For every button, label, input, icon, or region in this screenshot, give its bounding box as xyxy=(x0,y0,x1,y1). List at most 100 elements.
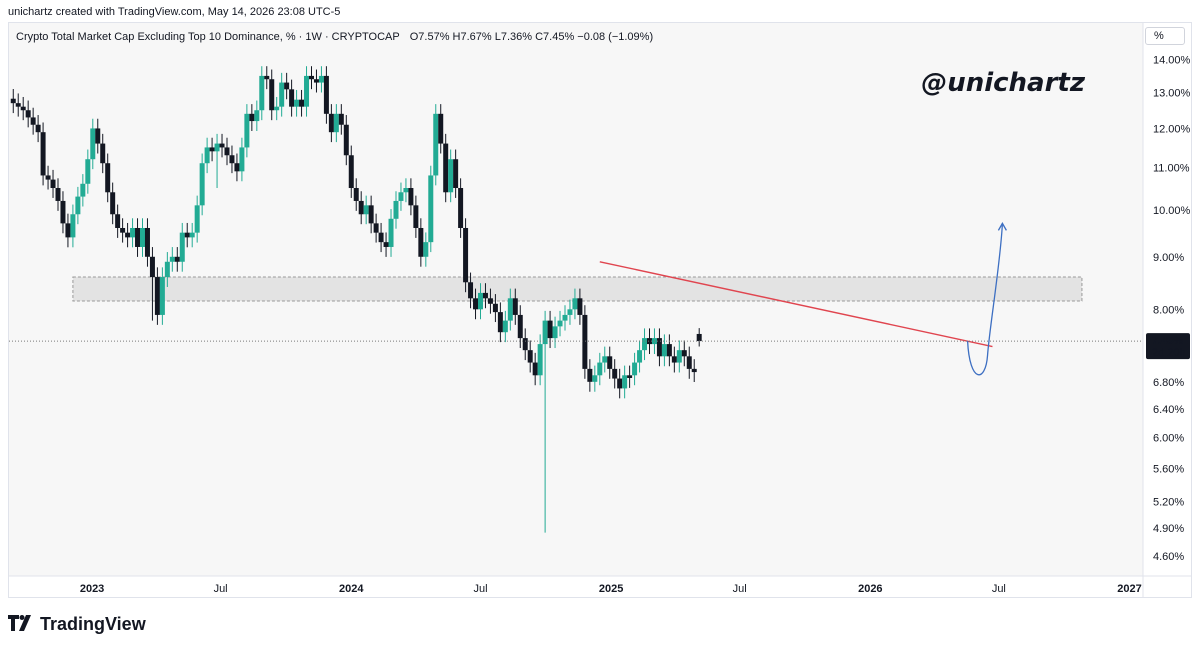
candle-body xyxy=(125,232,131,238)
candle-body xyxy=(403,188,409,193)
candle-body xyxy=(289,89,295,107)
price-axis-label: 9.00% xyxy=(1153,252,1184,264)
candle-body xyxy=(433,113,439,176)
time-axis-label: 2027 xyxy=(1117,583,1141,595)
ohlc-values: O7.57% H7.67% L7.36% C7.45% −0.08 (−1.09… xyxy=(410,31,653,43)
candle-body xyxy=(512,298,518,315)
candle-body xyxy=(353,188,359,201)
candle-body xyxy=(70,214,76,238)
candle-body xyxy=(169,256,175,262)
candlestick-series xyxy=(10,66,702,533)
symbol-description: Crypto Total Market Cap Excluding Top 10… xyxy=(16,31,400,43)
chart-attribution: unichartz created with TradingView.com, … xyxy=(8,6,341,18)
candle-body xyxy=(95,128,101,144)
candle-body xyxy=(199,163,205,206)
last-price-value: 7.45% xyxy=(1152,335,1183,347)
tradingview-branding[interactable]: TradingView xyxy=(8,612,146,636)
candle-body xyxy=(50,179,56,189)
candle-body xyxy=(179,232,185,262)
candle-body xyxy=(55,188,61,201)
candle-body xyxy=(627,375,633,378)
candle-body xyxy=(154,277,160,315)
candle-body xyxy=(696,333,702,342)
candle-body xyxy=(284,82,290,90)
candle-body xyxy=(587,368,593,382)
candle-body xyxy=(428,175,434,243)
candle-body xyxy=(313,79,319,83)
time-axis-label: Jul xyxy=(733,583,747,595)
candle-body xyxy=(20,106,26,111)
candle-body xyxy=(542,320,548,345)
candle-body xyxy=(463,227,469,283)
candle-body xyxy=(269,79,275,111)
author-watermark: @unichartz xyxy=(921,68,1086,98)
tradingview-logo-icon xyxy=(8,612,34,636)
projection-arrow-head xyxy=(997,222,1007,231)
candle-body xyxy=(656,338,662,357)
projection-arrow xyxy=(966,223,1004,376)
candle-body xyxy=(517,314,523,339)
candle-body xyxy=(373,223,379,233)
candle-body xyxy=(209,147,215,152)
tradingview-brand-name: TradingView xyxy=(40,613,146,634)
support-resistance-zone xyxy=(72,276,1083,302)
candle-body xyxy=(681,350,687,357)
candle-body xyxy=(224,147,230,156)
candle-body xyxy=(45,175,51,180)
symbol-legend: Crypto Total Market Cap Excluding Top 10… xyxy=(16,31,653,43)
candle-body xyxy=(482,292,488,299)
candle-body xyxy=(572,298,578,310)
candle-body xyxy=(184,232,190,238)
candle-body xyxy=(259,75,265,111)
last-price-tag xyxy=(1146,333,1190,360)
candle-body xyxy=(249,113,255,122)
candle-body xyxy=(323,75,329,114)
candle-body xyxy=(547,320,553,339)
candle-body xyxy=(214,143,220,152)
price-axis-label: 10.00% xyxy=(1153,205,1191,217)
time-axis-label: 2025 xyxy=(599,583,623,595)
candle-body xyxy=(666,344,672,357)
candle-body xyxy=(338,113,344,125)
candle-body xyxy=(408,188,414,206)
candle-body xyxy=(423,242,429,257)
candle-body xyxy=(348,155,354,189)
price-axis-label: 8.00% xyxy=(1153,304,1184,316)
candle-body xyxy=(597,362,603,376)
candle-body xyxy=(448,159,454,193)
candle-body xyxy=(244,113,250,148)
candle-body xyxy=(676,350,682,363)
candle-body xyxy=(393,200,399,219)
candle-body xyxy=(90,128,96,160)
candle-body xyxy=(383,242,389,247)
price-axis-label: 11.00% xyxy=(1153,162,1190,174)
candle-body xyxy=(25,110,31,118)
candle-body xyxy=(120,227,126,233)
price-axis-label: 6.40% xyxy=(1153,404,1184,416)
candle-body xyxy=(577,298,583,315)
percent-scale-button[interactable]: % xyxy=(1145,27,1185,45)
candle-body xyxy=(468,282,474,299)
candle-body xyxy=(557,320,563,327)
time-axis: 2023 Jul 2024 Jul 2025 Jul 2026 Jul 2027 xyxy=(80,583,1142,595)
time-axis-label: 2024 xyxy=(339,583,364,595)
candle-body xyxy=(473,298,479,310)
candle-body xyxy=(537,344,543,376)
candle-body xyxy=(413,205,419,228)
candle-body xyxy=(418,227,424,257)
candle-body xyxy=(458,188,464,228)
candle-body xyxy=(602,356,608,363)
candle-body xyxy=(174,256,180,262)
candle-body xyxy=(691,368,697,373)
candle-body xyxy=(328,113,334,133)
bar-countdown: 2d 20h xyxy=(1152,347,1186,359)
candle-body xyxy=(100,143,106,164)
candle-body xyxy=(139,227,145,247)
price-axis-label: 6.80% xyxy=(1153,377,1184,389)
candle-body xyxy=(642,338,648,351)
candle-body xyxy=(453,159,459,189)
price-axis-label: 13.00% xyxy=(1153,88,1191,100)
candle-body xyxy=(264,75,270,80)
candle-body xyxy=(622,375,628,389)
